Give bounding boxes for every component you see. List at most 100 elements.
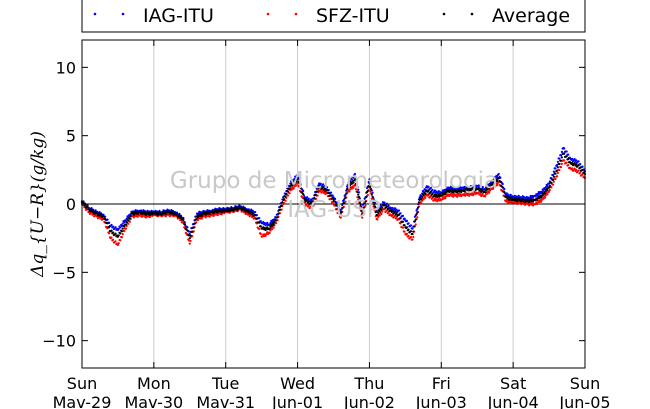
series-dot xyxy=(416,211,419,214)
series-dot xyxy=(477,184,480,187)
series-dot xyxy=(117,242,120,245)
series-dot xyxy=(292,187,295,190)
series-dot xyxy=(331,194,334,197)
series-dot xyxy=(294,180,298,183)
series-dot xyxy=(417,201,421,204)
series-dot xyxy=(536,198,539,201)
series-dot xyxy=(429,186,433,189)
series-dot xyxy=(239,206,242,209)
series-dot xyxy=(299,183,302,186)
series-dot xyxy=(505,195,508,198)
series-dot xyxy=(565,161,568,164)
series-dot xyxy=(383,201,386,204)
x-tick-label-date: Mav-29 xyxy=(53,393,112,409)
series-dot xyxy=(371,195,374,198)
series-dot xyxy=(556,171,559,175)
series-dot xyxy=(479,185,482,188)
series-dot xyxy=(356,196,359,199)
series-dot xyxy=(294,176,298,179)
series-dot xyxy=(373,205,377,208)
series-dot xyxy=(330,191,333,194)
series-dot xyxy=(273,221,276,224)
series-dot xyxy=(444,193,447,196)
series-dot xyxy=(496,183,499,187)
series-dot xyxy=(517,197,520,200)
series-dot xyxy=(539,192,543,195)
legend-marker xyxy=(93,12,97,16)
data-point xyxy=(310,202,314,206)
series-dot xyxy=(302,192,305,196)
series-dot xyxy=(543,196,547,199)
series-dot xyxy=(119,232,122,235)
series-dot xyxy=(357,191,361,194)
series-dot xyxy=(551,178,555,181)
data-point xyxy=(497,176,500,180)
data-point xyxy=(88,208,91,211)
series-dot xyxy=(306,198,309,201)
series-dot xyxy=(449,192,452,195)
series-dot xyxy=(380,212,383,216)
series-dot xyxy=(348,190,351,193)
legend-item-average: Average xyxy=(442,5,570,27)
series-dot xyxy=(230,207,233,210)
series-dot xyxy=(286,194,290,197)
series-dot xyxy=(492,187,495,190)
series-dot xyxy=(558,157,561,160)
series-dot xyxy=(523,196,526,199)
series-dot xyxy=(280,204,283,207)
series-dot xyxy=(90,208,93,211)
series-dot xyxy=(409,235,413,239)
legend-marker xyxy=(294,12,298,16)
series-dot xyxy=(531,194,534,198)
series-dot xyxy=(282,202,286,205)
series-dot xyxy=(577,169,580,172)
series-dot xyxy=(449,188,452,191)
series-dot xyxy=(571,157,574,160)
series-dot xyxy=(258,221,261,224)
series-dot xyxy=(108,232,111,235)
series-dot xyxy=(477,187,480,190)
series-dot xyxy=(327,191,330,194)
series-dot xyxy=(412,235,415,239)
series-dot xyxy=(266,226,269,229)
series-dot xyxy=(536,202,539,206)
series-dot xyxy=(444,197,447,200)
series-dot xyxy=(277,212,280,215)
series-dot xyxy=(380,208,383,212)
series-dot xyxy=(110,223,113,227)
series-dot xyxy=(405,232,409,236)
series-dot xyxy=(484,191,487,194)
series-dot xyxy=(250,210,253,213)
series-dot xyxy=(417,206,420,209)
data-point xyxy=(361,216,364,219)
series-dot xyxy=(259,225,262,228)
y-axis-label-text: Δq_{U−R}(g/kg) xyxy=(28,131,48,278)
y-tick-label: 5 xyxy=(66,127,76,146)
watermark: Grupo de Micrometeorologia IAG-USP xyxy=(170,168,498,223)
series-dot xyxy=(385,202,389,205)
data-point xyxy=(353,172,357,176)
series-dot xyxy=(355,180,358,183)
series-dot xyxy=(117,227,120,230)
series-dot xyxy=(167,210,171,213)
series-dot xyxy=(563,152,566,155)
x-tick-label-date: Jun-05 xyxy=(558,393,610,409)
series-dot xyxy=(383,204,386,207)
data-point xyxy=(411,238,414,241)
legend-marker xyxy=(442,12,446,16)
data-point xyxy=(497,172,500,176)
series-dot xyxy=(294,184,298,187)
legend-item-iag-itu: IAG-ITU xyxy=(93,5,214,27)
series-dot xyxy=(577,160,580,163)
series-dot xyxy=(358,206,361,209)
series-dot xyxy=(565,155,568,158)
series-dot xyxy=(247,208,250,211)
series-dot xyxy=(421,195,424,198)
series-dot xyxy=(262,220,265,224)
series-dot xyxy=(326,186,329,189)
series-dot xyxy=(401,220,405,223)
series-dot xyxy=(189,234,192,237)
legend-marker xyxy=(121,12,125,16)
series-dot xyxy=(427,189,430,192)
series-dot xyxy=(484,195,487,198)
